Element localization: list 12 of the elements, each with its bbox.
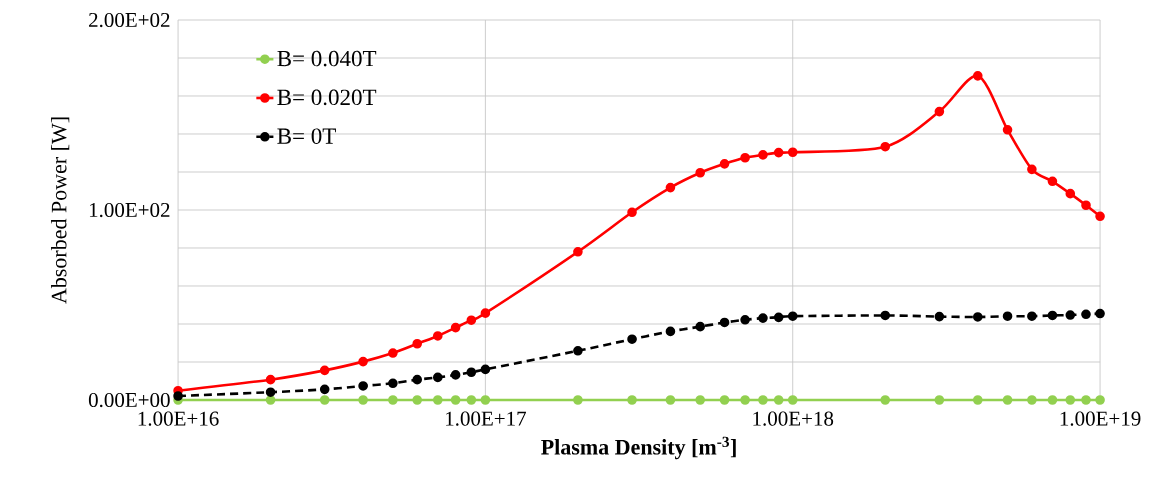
legend-label: B= 0.040T — [277, 50, 377, 67]
y-tick-label: 1.00E+02 — [89, 202, 170, 218]
x-axis-title: Plasma Density [m$^{-3}$] — [541, 436, 736, 460]
x-tick-label: 1.00E+16 — [138, 411, 219, 426]
y-tick-label: 0.00E+00 — [88, 392, 170, 408]
y-axis-title: Absorbed Power [W] — [51, 117, 70, 304]
y-tick-label: 2.00E+02 — [89, 12, 170, 28]
legend-label: B= 0.020T — [277, 89, 377, 106]
x-tick-label: 1.00E+18 — [753, 411, 834, 426]
x-tick-label: 1.00E+19 — [1060, 411, 1141, 426]
x-tick-label: 1.00E+17 — [446, 411, 527, 426]
legend-label: B= 0T — [277, 128, 336, 144]
